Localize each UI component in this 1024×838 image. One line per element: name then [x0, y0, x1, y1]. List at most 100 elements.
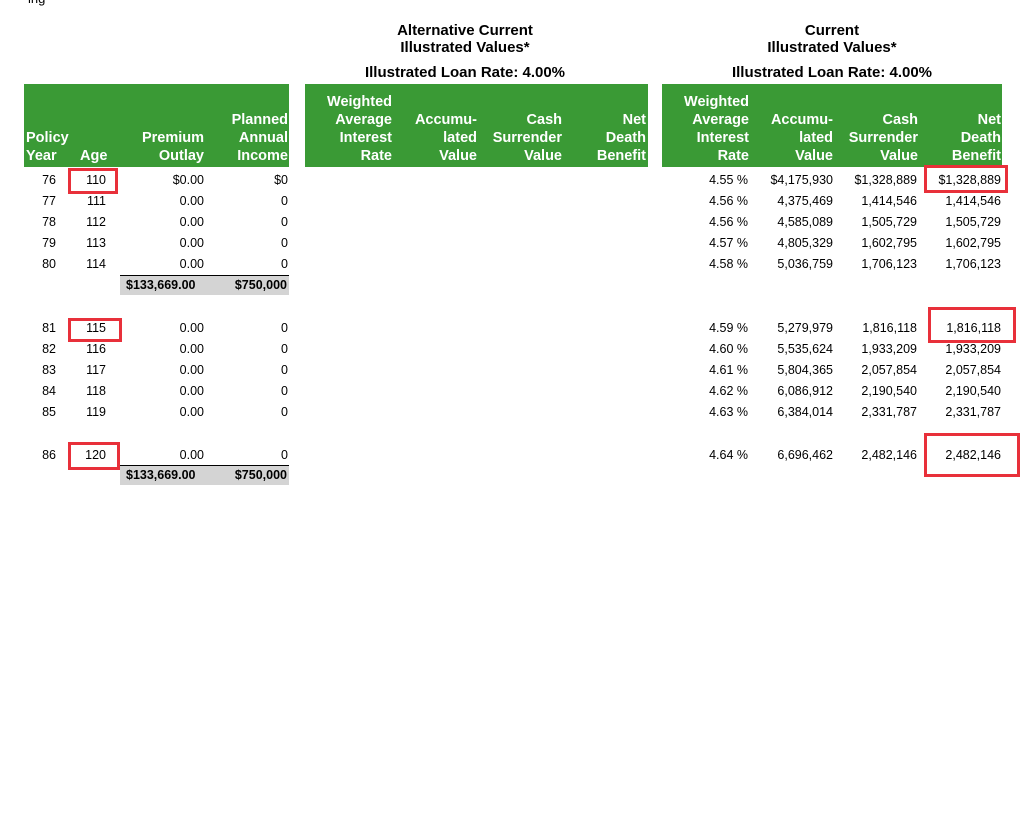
cell-policy-year: 82	[42, 342, 56, 356]
cell-net-death-benefit: 1,933,209	[945, 342, 1001, 356]
alt-title-line2: Illustrated Values*	[400, 39, 530, 56]
table-row: 79 113 0.00 0 4.57 % 4,805,329 1,602,795 1,602,…	[0, 233, 1024, 254]
cur-section-title: Current Illustrated Values*	[662, 22, 1002, 56]
cell-net-death-benefit: 2,482,146	[945, 448, 1001, 462]
totals-row-1: $133,669.00 $750,000	[120, 275, 289, 295]
cell-accumulated-value: 4,805,329	[777, 236, 833, 250]
cell-interest-rate: 4.56 %	[709, 194, 748, 208]
cell-cash-surrender-value: 1,706,123	[861, 257, 917, 271]
cell-accumulated-value: 6,696,462	[777, 448, 833, 462]
cell-accumulated-value: 6,086,912	[777, 384, 833, 398]
total-premium-2: $133,669.00	[126, 468, 196, 482]
cell-interest-rate: 4.59 %	[709, 321, 748, 335]
cell-accumulated-value: 4,375,469	[777, 194, 833, 208]
cell-cash-surrender-value: 1,505,729	[861, 215, 917, 229]
cell-premium-outlay: 0.00	[179, 342, 204, 356]
cell-net-death-benefit: 1,706,123	[945, 257, 1001, 271]
cell-interest-rate: 4.58 %	[709, 257, 748, 271]
cell-planned-income: 0	[281, 405, 288, 419]
cell-premium-outlay: 0.00	[179, 257, 204, 271]
cell-interest-rate: 4.63 %	[709, 405, 748, 419]
cell-planned-income: 0	[281, 363, 288, 377]
header-cur-death-benefit: Net Death Benefit	[951, 112, 1001, 164]
cell-interest-rate: 4.57 %	[709, 236, 748, 250]
cell-age: 116	[86, 342, 106, 356]
cell-policy-year: 86	[42, 448, 56, 462]
header-alt-interest-rate: Weighted Average Interest Rate	[327, 94, 392, 164]
highlight-ndb-2482146	[924, 433, 1020, 477]
cell-planned-income: 0	[281, 215, 288, 229]
cell-policy-year: 77	[42, 194, 56, 208]
cell-interest-rate: 4.64 %	[709, 448, 748, 462]
cell-accumulated-value: 5,036,759	[777, 257, 833, 271]
cell-age: 117	[86, 363, 106, 377]
alt-loan-rate: Illustrated Loan Rate: 4.00%	[364, 64, 566, 81]
cell-planned-income: 0	[281, 194, 288, 208]
table-row: 81 115 0.00 0 4.59 % 5,279,979 1,816,118 1,816,…	[0, 318, 1024, 339]
cell-cash-surrender-value: 1,816,118	[862, 321, 917, 335]
cell-planned-income: 0	[281, 257, 288, 271]
cell-premium-outlay: 0.00	[179, 405, 204, 419]
highlight-ndb-1816118	[928, 307, 1016, 343]
table-row: 83 117 0.00 0 4.61 % 5,804,365 2,057,854 2,057,…	[0, 360, 1024, 381]
cell-net-death-benefit: 1,816,118	[946, 321, 1001, 335]
cell-net-death-benefit: $1,328,889	[938, 173, 1001, 187]
clipped-top-text: ing	[28, 0, 45, 6]
highlight-age-115	[68, 318, 122, 342]
header-cur-accumulated-value: Accumu- lated Value	[770, 112, 833, 164]
cell-premium-outlay: $0.00	[172, 173, 204, 187]
total-income-2: $750,000	[234, 468, 287, 482]
cell-interest-rate: 4.62 %	[709, 384, 748, 398]
cell-cash-surrender-value: 2,190,540	[861, 384, 917, 398]
highlight-age-110	[68, 168, 118, 194]
cell-planned-income: 0	[281, 448, 288, 462]
header-alt-accumulated-value: Accumu- lated Value	[414, 112, 477, 164]
cell-age: 112	[86, 215, 106, 229]
header-premium-outlay: Premium Outlay	[141, 130, 204, 164]
cell-age: 113	[86, 236, 106, 250]
cell-policy-year: 81	[42, 321, 56, 335]
table-row: 76 110 $0.00 $0 4.55 % $4,175,930 $1,328,889 $1…	[0, 170, 1024, 191]
cell-policy-year: 76	[42, 173, 56, 187]
cell-accumulated-value: 6,384,014	[777, 405, 833, 419]
cur-title-line1: Current	[804, 22, 860, 39]
cell-policy-year: 78	[42, 215, 56, 229]
cell-policy-year: 83	[42, 363, 56, 377]
cell-net-death-benefit: 2,190,540	[945, 384, 1001, 398]
cell-premium-outlay: 0.00	[179, 236, 204, 250]
cell-accumulated-value: 5,279,979	[777, 321, 833, 335]
cell-cash-surrender-value: 1,602,795	[861, 236, 917, 250]
table-row: 84 118 0.00 0 4.62 % 6,086,912 2,190,540 2,190,…	[0, 381, 1024, 402]
cell-policy-year: 84	[42, 384, 56, 398]
cell-planned-income: 0	[281, 236, 288, 250]
cell-net-death-benefit: 1,505,729	[945, 215, 1001, 229]
total-income-1: $750,000	[234, 278, 287, 292]
cell-premium-outlay: 0.00	[179, 321, 204, 335]
cell-interest-rate: 4.60 %	[709, 342, 748, 356]
cell-age: 119	[86, 405, 106, 419]
cell-planned-income: $0	[274, 173, 288, 187]
cell-accumulated-value: 5,535,624	[777, 342, 833, 356]
header-age: Age	[80, 148, 108, 164]
cell-age: 110	[86, 173, 106, 187]
cell-accumulated-value: 5,804,365	[777, 363, 833, 377]
cell-accumulated-value: $4,175,930	[770, 173, 833, 187]
cell-premium-outlay: 0.00	[179, 448, 204, 462]
header-band-left	[24, 84, 289, 167]
table-row: 82 116 0.00 0 4.60 % 5,535,624 1,933,209 1,933,…	[0, 339, 1024, 360]
cell-cash-surrender-value: $1,328,889	[854, 173, 917, 187]
cell-interest-rate: 4.55 %	[709, 173, 748, 187]
cell-accumulated-value: 4,585,089	[777, 215, 833, 229]
cell-net-death-benefit: 1,414,546	[945, 194, 1001, 208]
cur-loan-rate: Illustrated Loan Rate: 4.00%	[731, 64, 933, 81]
cell-age: 114	[86, 257, 106, 271]
table-row: 85 119 0.00 0 4.63 % 6,384,014 2,331,787 2,331,…	[0, 402, 1024, 423]
cell-age: 120	[85, 448, 106, 462]
cell-age: 115	[86, 321, 106, 335]
cell-net-death-benefit: 2,057,854	[945, 363, 1001, 377]
cell-policy-year: 85	[42, 405, 56, 419]
cell-interest-rate: 4.61 %	[709, 363, 748, 377]
highlight-age-120	[68, 442, 120, 470]
highlight-ndb-1328889	[924, 165, 1008, 193]
cell-cash-surrender-value: 1,414,546	[861, 194, 917, 208]
